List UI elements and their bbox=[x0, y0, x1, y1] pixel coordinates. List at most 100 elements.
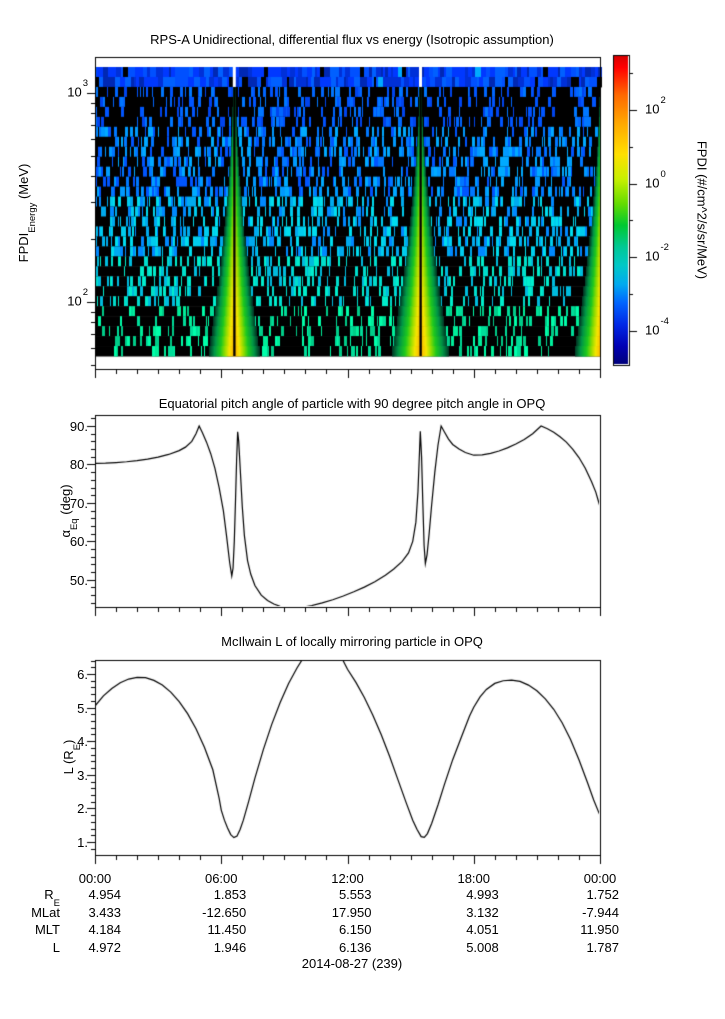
alpha-ytick-label-0: 90. bbox=[28, 419, 88, 434]
time-axis-label-1-text: 06:00 bbox=[204, 871, 238, 886]
alpha-y-label-sub: Eq bbox=[69, 518, 81, 531]
alpha-ytick-label-1: 80. bbox=[28, 457, 88, 472]
table-value-r0-c4: 1.752 bbox=[499, 887, 619, 902]
table-value-r2-c1: 11.450 bbox=[126, 922, 246, 937]
colorbar-tick-label-0: 102 bbox=[645, 95, 685, 117]
spec-ytick-label-1: 102 bbox=[28, 287, 88, 309]
spec-y-label-base: FPDI bbox=[15, 232, 31, 263]
table-value-r0-c1: 1.853 bbox=[126, 887, 247, 902]
mcilwain-ytick-label-3-text: 3. bbox=[77, 767, 88, 783]
table-value-r2-c1-text: 11.450 bbox=[207, 922, 247, 937]
table-value-r1-c1-text: -12.650 bbox=[202, 904, 247, 920]
time-axis-label-2-text: 12:00 bbox=[331, 871, 364, 886]
colorbar-tick-label-2-text: 10 bbox=[645, 248, 660, 264]
colorbar-tick-label-3-text: 10 bbox=[645, 321, 660, 337]
time-axis-label-4-text: 00:00 bbox=[583, 871, 617, 886]
time-axis-label-2: 12:00 bbox=[318, 871, 378, 886]
table-value-r2-c0: 4.184 bbox=[1, 922, 121, 937]
table-value-r1-c1: -12.650 bbox=[126, 905, 246, 920]
spectrogram-y-axis-label: FPDIEnergy (MeV) bbox=[15, 164, 38, 263]
alpha-ytick-label-1-text: 80. bbox=[69, 457, 88, 473]
mcilwain-ytick-label-0-text: 6. bbox=[77, 667, 88, 682]
time-axis-label-3: 18:00 bbox=[444, 871, 504, 886]
table-value-r3-c0: 4.972 bbox=[1, 940, 121, 955]
table-value-r0-c1-text: 1.853 bbox=[213, 887, 247, 902]
table-row-label-r-sub: E bbox=[53, 898, 60, 910]
colorbar-tick-label-1: 100 bbox=[645, 169, 685, 190]
table-row-label-r-text: R bbox=[44, 887, 54, 902]
spec-ytick-label-1-text: 10 bbox=[67, 293, 82, 309]
spectrogram-title: RPS-A Unidirectional, differential flux … bbox=[150, 32, 554, 47]
mcilwain-ytick-label-4-text: 2. bbox=[77, 801, 88, 817]
table-value-r3-c1-text: 1.946 bbox=[213, 939, 247, 955]
time-axis-label-0-text: 00:00 bbox=[78, 871, 112, 886]
table-value-r2-c2: 6.150 bbox=[252, 922, 372, 937]
mcilwain-ytick-label-2: 4. bbox=[40, 734, 88, 749]
colorbar-axis-label: FPDI (#/cm^2/s/sr/MeV) bbox=[694, 140, 710, 280]
colorbar-tick-label-2: 10-2 bbox=[645, 242, 685, 264]
alpha-ytick-label-4: 50. bbox=[28, 573, 88, 588]
table-value-r2-c4: 11.950 bbox=[499, 922, 619, 937]
table-value-r0-c3-text: 4.993 bbox=[466, 887, 499, 902]
alpha-ytick-label-3: 60. bbox=[28, 534, 88, 549]
table-value-r2-c3: 4.051 bbox=[379, 922, 499, 937]
table-value-r0-c0-text: 4.954 bbox=[88, 887, 121, 902]
mcilwain-ytick-label-5-text: 1. bbox=[77, 835, 88, 850]
time-axis-label-0: 00:00 bbox=[65, 871, 125, 886]
table-value-r1-c2-text: 17.950 bbox=[331, 904, 372, 920]
mcilwain-title: McIlwain L of locally mirroring particle… bbox=[221, 634, 483, 649]
colorbar-tick-label-1-text: 10 bbox=[645, 174, 660, 190]
colorbar-tick-label-0-text: 10 bbox=[645, 101, 660, 117]
pitch-angle-y-axis-label: αEq (deg) bbox=[58, 484, 81, 537]
table-value-r3-c1: 1.946 bbox=[126, 939, 247, 955]
table-row-label-mlat-text: MLat bbox=[31, 904, 60, 920]
table-value-r3-c2: 6.136 bbox=[252, 940, 372, 955]
table-value-r0-c2: 5.553 bbox=[252, 887, 372, 902]
table-row-label-r: RE bbox=[0, 887, 60, 910]
mcilwain-ytick-label-0: 6. bbox=[40, 667, 88, 682]
table-value-r1-c3: 3.132 bbox=[379, 905, 499, 920]
table-value-r1-c4: -7.944 bbox=[499, 905, 619, 920]
alpha-ytick-label-0-text: 90. bbox=[69, 419, 88, 434]
table-row-label-l-text: L bbox=[52, 939, 60, 955]
table-value-r3-c3-text: 5.008 bbox=[466, 939, 499, 955]
mcilwain-ytick-label-3: 3. bbox=[40, 768, 88, 783]
mcilwain-ytick-label-1: 5. bbox=[40, 701, 88, 716]
table-value-r1-c2: 17.950 bbox=[252, 905, 372, 920]
table-value-r2-c3-text: 4.051 bbox=[466, 922, 499, 937]
colorbar-tick-label-2-sup: -2 bbox=[660, 242, 669, 253]
alpha-ytick-label-3-text: 60. bbox=[69, 534, 88, 550]
alpha-ytick-label-2-text: 70. bbox=[69, 495, 88, 511]
spec-ytick-label-0-sup: 3 bbox=[82, 78, 88, 89]
table-row-label-mlt-text: MLT bbox=[34, 922, 60, 937]
table-value-r3-c3: 5.008 bbox=[379, 940, 499, 955]
pitch-angle-title: Equatorial pitch angle of particle with … bbox=[158, 396, 546, 411]
date-label: 2014-08-27 (239) bbox=[301, 956, 403, 971]
colorbar-tick-label-1-sup: 0 bbox=[660, 168, 666, 180]
colorbar-tick-label-0-sup: 2 bbox=[660, 95, 666, 106]
colorbar-tick-label-3: 10-4 bbox=[645, 316, 685, 337]
table-value-r1-c4-text: -7.944 bbox=[582, 904, 619, 920]
table-value-r1-c0: 3.433 bbox=[1, 905, 121, 920]
table-value-r3-c2-text: 6.136 bbox=[338, 939, 372, 955]
table-value-r3-c4: 1.787 bbox=[499, 940, 619, 955]
spec-ytick-label-0: 103 bbox=[28, 78, 88, 100]
mcilwain-ytick-label-4: 2. bbox=[40, 801, 88, 816]
mcilwain-ytick-label-5: 1. bbox=[40, 835, 88, 850]
table-value-r2-c4-text: 11.950 bbox=[580, 922, 619, 937]
alpha-ytick-label-2: 70. bbox=[28, 496, 88, 511]
time-axis-label-3-text: 18:00 bbox=[457, 871, 491, 886]
table-value-r1-c3-text: 3.132 bbox=[466, 904, 499, 920]
table-value-r0-c2-text: 5.553 bbox=[338, 887, 372, 902]
table-value-r0-c4-text: 1.752 bbox=[586, 887, 619, 902]
alpha-ytick-label-4-text: 50. bbox=[69, 572, 88, 588]
table-value-r3-c0-text: 4.972 bbox=[88, 939, 121, 955]
time-axis-label-4: 00:00 bbox=[570, 871, 630, 886]
table-value-r1-c0-text: 3.433 bbox=[88, 904, 121, 920]
table-value-r0-c3: 4.993 bbox=[379, 887, 499, 902]
table-row-label-mlt: MLT bbox=[0, 922, 60, 937]
time-axis-label-1: 06:00 bbox=[191, 871, 251, 886]
mcilwain-ytick-label-2-text: 4. bbox=[77, 734, 88, 750]
spec-ytick-label-0-text: 10 bbox=[67, 84, 82, 100]
